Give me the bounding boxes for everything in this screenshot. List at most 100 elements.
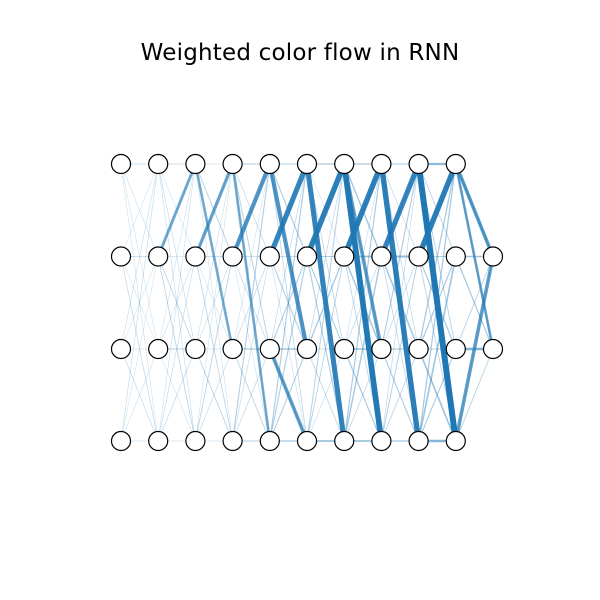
edge [157,163,196,350]
edge-strong [304,161,347,260]
edge [269,255,308,350]
edge [120,256,159,442]
edge [417,255,457,442]
edge-strong [230,161,272,259]
edge [232,348,271,442]
node [334,246,355,267]
edge [306,348,345,442]
node [222,430,243,452]
edge [120,163,159,350]
edge [269,255,308,442]
node [259,153,280,175]
edge [417,163,457,350]
edge [120,163,159,257]
edge [195,256,233,442]
edge [455,255,494,350]
node [371,338,392,360]
edge-strong [415,161,459,444]
edge [380,348,420,442]
edge-strong [378,161,422,260]
edge [157,256,196,442]
edge [269,163,308,442]
edge [120,163,159,442]
edge-strong [453,254,495,443]
node [371,153,392,175]
edge [195,256,233,350]
node [222,153,243,175]
node [408,246,429,267]
edge [157,256,196,350]
node [482,246,504,267]
edge [120,163,159,257]
edge-strong [415,161,459,260]
edge [120,163,159,442]
edge-strong [453,162,495,259]
edge [195,348,233,442]
edge [120,256,159,442]
edge [120,256,159,350]
node [296,153,318,175]
edge [380,163,420,350]
edge [157,256,196,350]
node [445,430,466,452]
edge [120,256,159,350]
node [408,430,429,452]
node [110,153,132,175]
edge [157,348,196,442]
node [334,430,355,452]
node [371,246,392,267]
edge-strong [304,161,347,444]
node [259,338,280,360]
figure-title: Weighted color flow in RNN [140,40,460,66]
edge-strong [341,161,385,260]
edge [232,256,271,442]
edge [232,163,271,350]
node [259,246,280,267]
node [222,246,243,267]
edge [269,256,308,442]
edge [343,348,382,442]
edge-strong [267,161,310,260]
edge [269,255,308,350]
node [445,338,466,360]
node [259,430,280,452]
edge [418,348,457,442]
node [445,246,466,267]
node [110,430,132,452]
edge-strong [342,162,384,351]
edge [343,255,383,442]
node [334,338,355,360]
edge [455,348,494,442]
node [222,338,243,360]
node [185,246,206,267]
edge-strong [341,161,385,444]
edge [157,348,196,442]
edge [232,348,271,442]
edge [120,348,159,442]
node [408,153,429,175]
node [148,338,169,360]
edge [455,256,494,350]
edge [343,348,383,442]
edge [157,163,196,350]
edge [232,256,271,442]
node [482,338,504,360]
edge [157,163,196,442]
edge-strong [231,162,272,443]
edge-strong [267,347,309,443]
node [185,430,206,452]
edge [269,163,308,442]
edge [157,163,196,442]
edge-strong [194,162,234,351]
node [148,430,169,452]
node [408,338,429,360]
node [185,153,206,175]
edge [194,256,234,442]
node [445,153,466,175]
edge [380,348,420,442]
edge [195,256,233,350]
edge [417,348,457,442]
node [185,338,206,360]
